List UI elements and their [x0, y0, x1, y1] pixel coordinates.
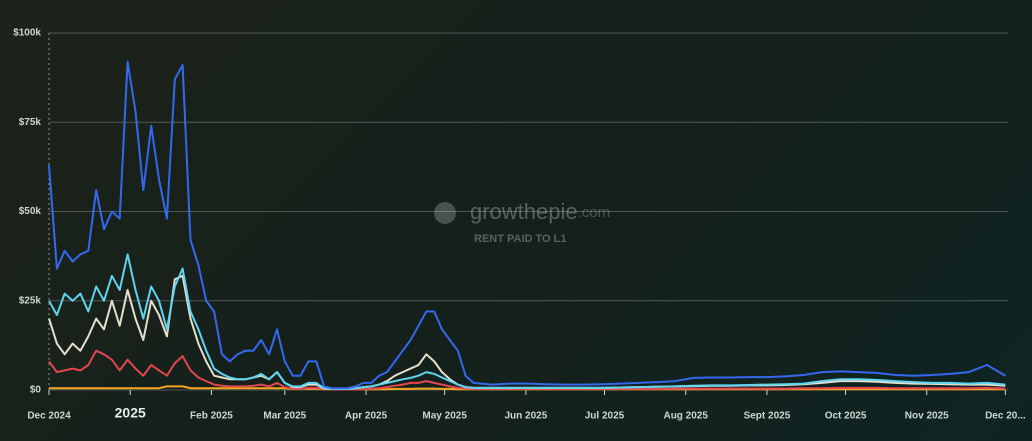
x-tick-label: Aug 2025: [663, 411, 708, 422]
brand-name: growthepie: [470, 199, 578, 224]
y-tick-label: $100k: [13, 28, 41, 39]
x-tick-label: Feb 2025: [190, 411, 233, 422]
series-line: [48, 253, 1006, 390]
x-tick-label: Sept 2025: [744, 411, 791, 422]
x-tick-label: Dec 2024: [27, 411, 71, 422]
chart-title: RENT PAID TO L1: [474, 233, 567, 245]
x-tick-label: 2025: [115, 405, 146, 421]
y-tick-label: $0: [30, 385, 42, 396]
x-tick-label: Oct 2025: [825, 411, 867, 422]
x-tick-label: Jul 2025: [585, 411, 625, 422]
series-line: [48, 60, 1006, 390]
brand-icon: [434, 202, 456, 224]
series-line: [48, 349, 1006, 391]
y-tick-label: $25k: [19, 295, 42, 306]
x-tick-label: Dec 20...: [985, 411, 1026, 422]
x-tick-label: Mar 2025: [263, 411, 306, 422]
x-tick-label: May 2025: [422, 411, 467, 422]
brand: growthepie.com: [470, 199, 610, 224]
y-tick-label: $50k: [19, 206, 42, 217]
brand-suffix: .com: [578, 204, 611, 221]
x-tick-label: Apr 2025: [345, 411, 388, 422]
x-tick-label: Nov 2025: [905, 411, 949, 422]
x-tick-label: Jun 2025: [504, 411, 547, 422]
y-tick-label: $75k: [19, 117, 42, 128]
watermark: growthepie.com RENT PAID TO L1: [434, 199, 610, 245]
